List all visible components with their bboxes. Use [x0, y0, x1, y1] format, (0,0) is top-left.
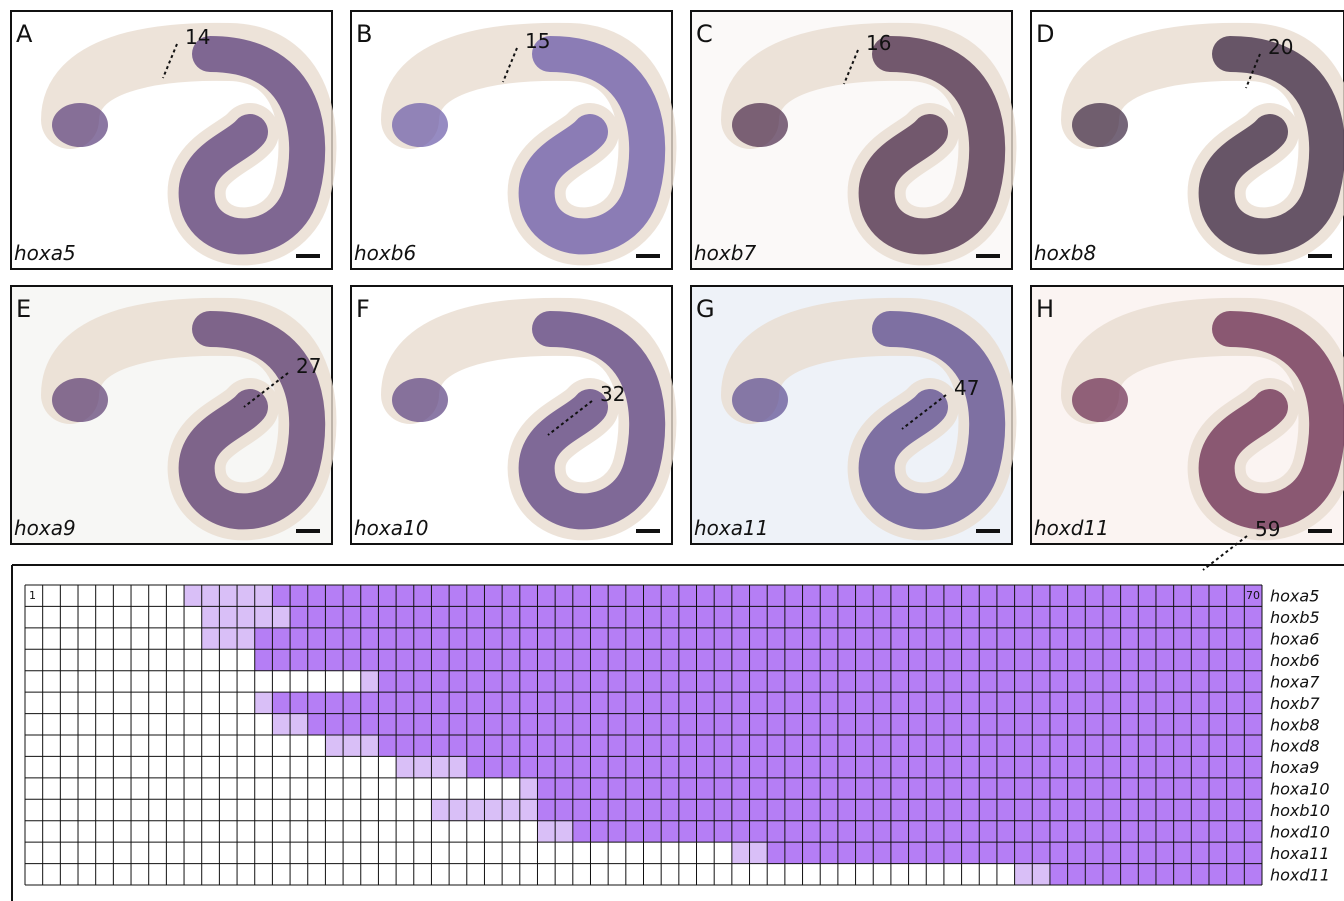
- panel-letter: G: [696, 295, 715, 323]
- strong-expression: [290, 606, 1262, 627]
- row-label: hoxb6: [1270, 651, 1320, 670]
- embryo-head: [392, 103, 448, 147]
- scale-bar: [976, 254, 1000, 258]
- weak-expression: [255, 692, 273, 713]
- row-label: hoxd8: [1270, 737, 1320, 756]
- strong-expression: [467, 756, 1262, 777]
- embryo-head: [1072, 378, 1128, 422]
- somite-number: 14: [185, 25, 210, 49]
- somite-number: 32: [600, 382, 625, 406]
- panel-letter: F: [356, 295, 370, 323]
- row-label: hoxa9: [1270, 758, 1319, 777]
- somite-number: 16: [866, 31, 891, 55]
- scale-bar: [636, 254, 660, 258]
- embryo-head: [52, 378, 108, 422]
- somite-number: 20: [1268, 35, 1293, 59]
- row-label: hoxa11: [1270, 844, 1330, 863]
- gene-label: hoxa10: [354, 516, 428, 540]
- panel-letter: D: [1036, 20, 1054, 48]
- gene-label: hoxb8: [1034, 241, 1096, 265]
- somite-number: 47: [954, 376, 979, 400]
- last-somite: 70: [1246, 589, 1260, 602]
- weak-expression: [520, 778, 538, 799]
- scale-bar: [976, 529, 1000, 533]
- gene-label: hoxb7: [694, 241, 756, 265]
- first-somite: 1: [29, 589, 36, 602]
- weak-expression: [202, 628, 255, 649]
- embryo-head: [52, 103, 108, 147]
- strong-expression: [255, 628, 1262, 649]
- somite-number: 15: [525, 29, 550, 53]
- gene-label: hoxa5: [14, 241, 76, 265]
- gene-label: hoxb6: [354, 241, 416, 265]
- scale-bar: [296, 529, 320, 533]
- figure: Ahoxa5 14 Bhoxb6 15 Choxb7 16 Dhoxb8 20 Ehoxa9 27…: [0, 0, 1344, 901]
- gene-label: hoxa11: [694, 516, 768, 540]
- somite-number: 59: [1255, 517, 1280, 541]
- gene-label: hoxa9: [14, 516, 76, 540]
- panel-letter: H: [1036, 295, 1054, 323]
- panel-letter: C: [696, 20, 713, 48]
- embryo-head: [392, 378, 448, 422]
- row-label: hoxb7: [1270, 694, 1321, 713]
- strong-expression: [573, 821, 1262, 842]
- weak-expression: [325, 735, 378, 756]
- embryo-head: [732, 103, 788, 147]
- panel-letter: A: [16, 20, 33, 48]
- row-label: hoxa5: [1270, 587, 1319, 606]
- strong-expression: [537, 799, 1262, 820]
- scale-bar: [296, 254, 320, 258]
- row-label: hoxb8: [1270, 715, 1320, 734]
- weak-expression: [184, 585, 272, 606]
- weak-expression: [361, 671, 379, 692]
- panel-letter: B: [356, 20, 372, 48]
- strong-expression: [537, 778, 1262, 799]
- row-label: hoxb5: [1270, 608, 1320, 627]
- row-label: hoxd10: [1270, 822, 1330, 841]
- embryo-head: [1072, 103, 1128, 147]
- somite-number: 27: [296, 354, 321, 378]
- row-label: hoxa6: [1270, 630, 1319, 649]
- scale-bar: [636, 529, 660, 533]
- row-label: hoxa7: [1270, 672, 1320, 691]
- scale-bar: [1308, 529, 1332, 533]
- gene-label: hoxd11: [1034, 516, 1109, 540]
- row-label: hoxb10: [1270, 801, 1330, 820]
- embryo-head: [732, 378, 788, 422]
- panel-letter: E: [16, 295, 31, 323]
- strong-expression: [255, 649, 1262, 670]
- row-label: hoxd11: [1270, 865, 1330, 884]
- scale-bar: [1308, 254, 1332, 258]
- weak-expression: [202, 606, 290, 627]
- row-label: hoxa10: [1270, 780, 1330, 799]
